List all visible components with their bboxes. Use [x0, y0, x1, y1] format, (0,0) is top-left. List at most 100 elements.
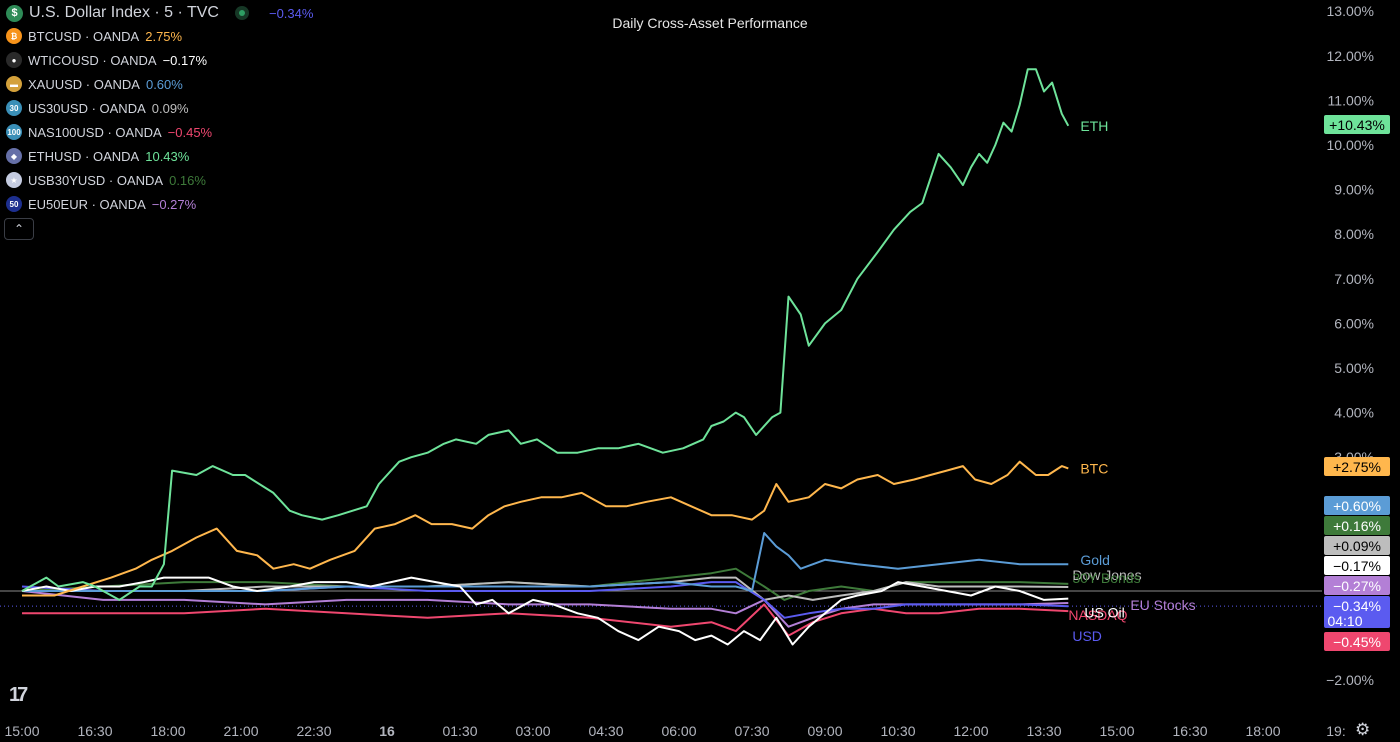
us30-symbol-icon: 30: [6, 100, 22, 116]
line-label-dow-jones: Dow Jones: [1072, 567, 1141, 583]
legend-item-change: 0.09%: [151, 100, 189, 116]
legend-item-change: −0.45%: [167, 124, 213, 140]
value-badge-eu-stocks: [1324, 576, 1390, 595]
legend-item-label: USB30YUSD · OANDA: [28, 172, 164, 188]
nas-symbol-icon: 100: [6, 124, 22, 140]
value-badge-text: +0.09%: [1333, 538, 1381, 554]
chart-title: Daily Cross-Asset Performance: [612, 15, 808, 31]
value-badge-text: +0.60%: [1333, 498, 1381, 514]
y-tick-label: 9.00%: [1334, 182, 1374, 198]
series-line-dow-jones: [22, 576, 1069, 601]
eu50-symbol-icon: 50: [6, 196, 22, 212]
series-line-gold: [22, 532, 1069, 592]
eth-symbol-icon: ◆: [6, 148, 22, 164]
value-badge-gold: [1324, 496, 1390, 515]
y-tick-label: 10.00%: [1327, 137, 1374, 153]
series-line-30y-bonds: [21, 567, 1069, 601]
legend-item-label: US30USD · OANDA: [28, 100, 146, 116]
line-label-eth: ETH: [1080, 118, 1108, 134]
legend-item-us30[interactable]: 30 US30USD · OANDA 0.09%: [6, 96, 313, 120]
chevron-up-icon[interactable]: ⌃: [4, 218, 34, 240]
x-tick-label: 03:00: [515, 723, 550, 739]
legend-item-eu50[interactable]: 50 EU50EUR · OANDA −0.27%: [6, 192, 313, 216]
legend-item-xau[interactable]: ▬ XAUUSD · OANDA 0.60%: [6, 72, 313, 96]
x-tick-label: 12:00: [953, 723, 988, 739]
line-label-gold: Gold: [1080, 552, 1110, 568]
series-line-nasdaq: [22, 603, 1069, 637]
tradingview-logo[interactable]: 17: [9, 684, 28, 706]
y-tick-label: 8.00%: [1334, 226, 1374, 242]
series-line-us-oil: [21, 576, 1069, 646]
legend-main-change: −0.34%: [268, 5, 314, 21]
x-tick-label: 13:30: [1026, 723, 1061, 739]
legend: $ U.S. Dollar Index · 5 · TVC −0.34% ₿ BT…: [6, 2, 313, 216]
value-badge-usd: [1324, 596, 1390, 628]
legend-item-change: −0.27%: [151, 196, 197, 212]
btc-symbol-icon: ₿: [6, 28, 22, 44]
legend-item-label: NAS100USD · OANDA: [28, 124, 162, 140]
legend-item-label: ETHUSD · OANDA: [28, 148, 140, 164]
y-tick-label: 11.00%: [1328, 92, 1374, 108]
value-badge-btc: [1324, 457, 1390, 476]
legend-item-eth[interactable]: ◆ ETHUSD · OANDA 10.43%: [6, 144, 313, 168]
x-tick-label: 22:30: [296, 723, 331, 739]
legend-main-symbol: U.S. Dollar Index · 5 · TVC: [29, 4, 219, 21]
series-line-btc: [22, 460, 1069, 597]
usb-symbol-icon: ★: [6, 172, 22, 188]
value-badge-text: −0.27%: [1333, 578, 1381, 594]
value-badge-30y-bonds: [1324, 516, 1390, 535]
x-tick-label: 16: [379, 723, 395, 739]
x-tick-label: 01:30: [442, 723, 477, 739]
legend-item-change: 2.75%: [145, 28, 183, 44]
legend-item-label: XAUUSD · OANDA: [28, 76, 140, 92]
line-label-usd: USD: [1072, 628, 1102, 644]
legend-main-row[interactable]: $ U.S. Dollar Index · 5 · TVC −0.34%: [6, 2, 313, 24]
x-tick-label: 04:30: [588, 723, 623, 739]
line-label-btc: BTC: [1080, 460, 1108, 476]
x-tick-label: 15:00: [1099, 723, 1134, 739]
y-tick-label: 12.00%: [1327, 48, 1374, 64]
x-tick-label: 18:00: [150, 723, 185, 739]
x-tick-label: 09:00: [807, 723, 842, 739]
y-tick-label: 7.00%: [1334, 271, 1374, 287]
gear-icon[interactable]: ⚙: [1355, 720, 1371, 739]
value-badge-us-oil: [1324, 556, 1390, 575]
value-badge-text: −0.17%: [1333, 558, 1381, 574]
legend-item-change: 0.60%: [145, 76, 183, 92]
x-tick-label: 15:00: [4, 723, 39, 739]
x-tick-label: 18:00: [1245, 723, 1280, 739]
value-badge-text: +0.16%: [1333, 518, 1381, 534]
legend-item-usb[interactable]: ★ USB30YUSD · OANDA 0.16%: [6, 168, 313, 192]
legend-item-wti[interactable]: ● WTICOUSD · OANDA −0.17%: [6, 48, 313, 72]
legend-item-nas[interactable]: 100 NAS100USD · OANDA −0.45%: [6, 120, 313, 144]
legend-item-btc[interactable]: ₿ BTCUSD · OANDA 2.75%: [6, 24, 313, 48]
market-status-icon: [234, 6, 249, 20]
y-tick-label: 6.00%: [1334, 315, 1374, 331]
xau-symbol-icon: ▬: [6, 76, 22, 92]
value-badge-dow-jones: [1324, 536, 1390, 555]
legend-item-change: 0.16%: [169, 172, 206, 188]
legend-item-change: 10.43%: [145, 148, 190, 164]
series-line-eu-stocks: [21, 590, 1069, 628]
series-line-eth: [21, 68, 1070, 601]
legend-item-label: WTICOUSD · OANDA: [28, 52, 157, 68]
value-badge-nasdaq: [1324, 632, 1390, 651]
x-tick-label: 10:30: [880, 723, 915, 739]
x-tick-label: 07:30: [734, 723, 769, 739]
value-badge-text: −0.45%: [1333, 634, 1381, 650]
dollar-icon: $: [6, 4, 23, 22]
value-badge-text: −0.34%: [1333, 598, 1381, 614]
x-tick-label: 16:30: [1172, 723, 1207, 739]
legend-item-label: BTCUSD · OANDA: [28, 28, 140, 44]
y-tick-label: 4.00%: [1334, 405, 1374, 421]
x-tick-label: 06:00: [661, 723, 696, 739]
legend-item-label: EU50EUR · OANDA: [28, 196, 146, 212]
countdown-text: 04:10: [1327, 613, 1362, 629]
value-badge-text: +2.75%: [1333, 459, 1381, 475]
y-tick-label: 5.00%: [1334, 360, 1374, 376]
line-label-30y-bonds: 30Y Bonds: [1072, 570, 1140, 586]
line-label-nasdaq: NASDAQ: [1068, 607, 1127, 623]
x-tick-label: 19:: [1326, 723, 1345, 739]
line-label-eu-stocks: EU Stocks: [1130, 597, 1195, 613]
